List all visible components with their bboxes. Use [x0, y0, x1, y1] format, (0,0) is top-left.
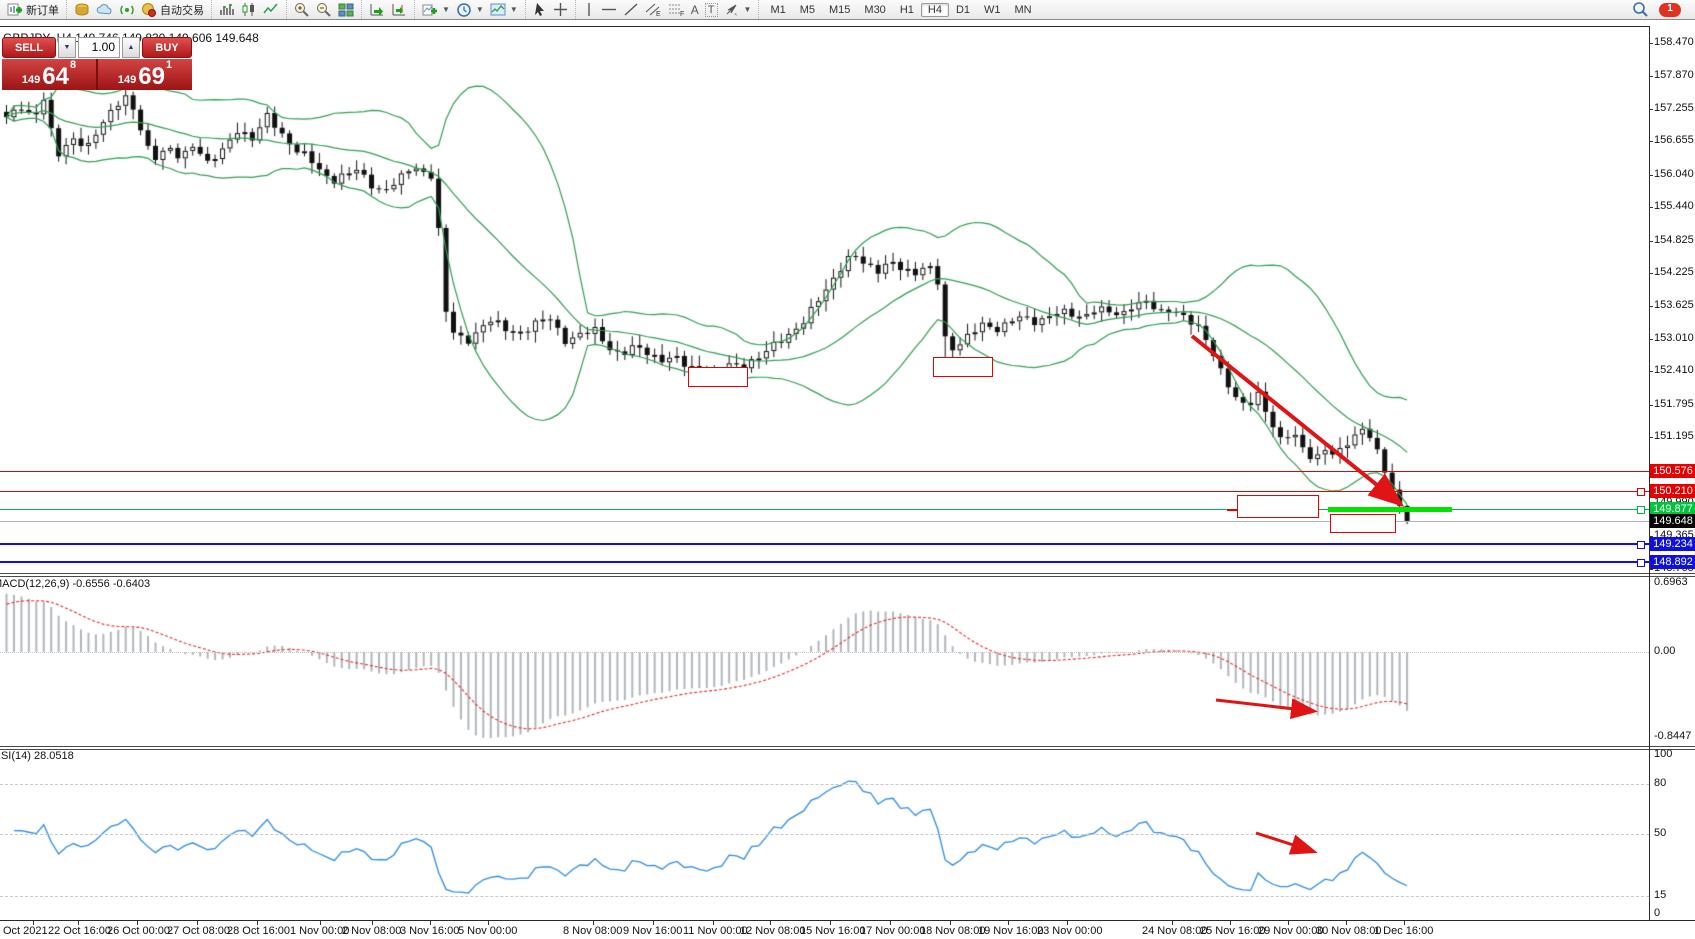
rsi-axis-tick: 15	[1654, 889, 1667, 901]
price-axis-tick: 151.795	[1649, 398, 1694, 410]
panel-separator[interactable]	[0, 573, 1695, 574]
time-axis-label: 25 Nov 16:00	[1200, 925, 1266, 937]
price-axis-line	[1649, 26, 1650, 920]
price-axis-tick: 151.195	[1649, 430, 1694, 442]
price-callout-149.591[interactable]	[1330, 514, 1396, 533]
price-axis-tick: 157.255	[1649, 102, 1694, 114]
sell-price-panel[interactable]: 149 64 8	[2, 59, 96, 90]
price-level-label: 149.648	[1650, 514, 1695, 528]
price-level-line-150.576[interactable]	[0, 471, 1649, 472]
price-axis-tick: 154.825	[1649, 234, 1694, 246]
price-axis-tick: 155.440	[1649, 200, 1694, 212]
time-axis-label: 11 Nov 00:00	[683, 925, 748, 937]
rsi-label: RSI(14) 28.0518	[0, 750, 74, 762]
price-level-line-148.892[interactable]	[0, 561, 1649, 563]
rsi-level-line	[0, 896, 1649, 897]
price-callout-152.330[interactable]	[688, 367, 748, 387]
time-axis-label: 29 Nov 00:00	[1258, 925, 1324, 937]
time-axis-label: 26 Oct 00:00	[107, 925, 170, 937]
line-handle[interactable]	[1637, 488, 1645, 496]
callout-leader	[1227, 509, 1237, 511]
price-level-line-149.877[interactable]	[0, 509, 1649, 510]
price-level-label: 149.877	[1650, 502, 1695, 516]
one-click-trading-widget: SELL ▼ 1.00 ▲ BUY 149 64 8 149 69 1	[2, 37, 192, 90]
buy-price-prefix: 149	[117, 74, 137, 86]
price-axis-tick: 157.870	[1649, 69, 1694, 81]
price-axis-tick: 156.040	[1649, 168, 1694, 180]
time-axis-label: 5 Nov 00:00	[458, 925, 518, 937]
time-axis-label: 1 Dec 16:00	[1374, 925, 1434, 937]
buy-button[interactable]: BUY	[142, 37, 192, 58]
time-axis-label: 22 Oct 16:00	[48, 925, 111, 937]
macd-axis-tick: 0.00	[1654, 645, 1676, 657]
panel-separator[interactable]	[0, 576, 1695, 577]
price-callout-149.877[interactable]	[1237, 495, 1319, 518]
price-axis-tick: 154.225	[1649, 266, 1694, 278]
time-axis-label: 9 Nov 16:00	[623, 925, 683, 937]
time-axis-label: 12 Nov 08:00	[740, 925, 806, 937]
time-axis-label: Oct 2021	[3, 925, 48, 937]
sell-price-prefix: 149	[21, 74, 41, 86]
price-level-line-149.234[interactable]	[0, 543, 1649, 545]
macd-zero-line	[0, 652, 1649, 653]
price-level-label: 148.892	[1650, 555, 1695, 569]
time-axis-label: 18 Nov 08:00	[920, 925, 986, 937]
volume-decrease-button[interactable]: ▼	[58, 37, 76, 58]
line-handle[interactable]	[1637, 506, 1645, 514]
rsi-axis-tick: 100	[1654, 748, 1673, 760]
price-level-line-149.648[interactable]	[0, 521, 1649, 522]
price-level-label: 150.210	[1650, 484, 1695, 498]
time-axis-label: 30 Nov 08:00	[1316, 925, 1382, 937]
panel-separator[interactable]	[0, 749, 1695, 750]
time-axis-label: 2 Nov 08:00	[342, 925, 402, 937]
rsi-axis-tick: 0	[1654, 907, 1661, 919]
line-handle[interactable]	[1637, 559, 1645, 567]
time-axis-label: 17 Nov 00:00	[860, 925, 926, 937]
time-axis-label: 1 Nov 00:00	[290, 925, 350, 937]
line-handle[interactable]	[1637, 541, 1645, 549]
time-axis[interactable]: Oct 2021 22 Oct 16:00 26 Oct 00:00 27 Oct 0…	[0, 920, 1695, 939]
time-axis-label: 19 Nov 16:00	[978, 925, 1044, 937]
price-axis-tick: 156.655	[1649, 134, 1694, 146]
panel-separator[interactable]	[0, 746, 1695, 747]
time-axis-label: 15 Nov 16:00	[800, 925, 866, 937]
rsi-axis-tick: 50	[1654, 827, 1667, 839]
rsi-level-line	[0, 784, 1649, 785]
time-axis-label: 24 Nov 08:00	[1142, 925, 1208, 937]
macd-axis-tick: 0.6963	[1654, 576, 1688, 588]
price-axis-tick: 153.625	[1649, 299, 1694, 311]
price-axis-tick: 158.470	[1649, 36, 1694, 48]
price-level-label: 149.234	[1650, 537, 1695, 551]
rsi-level-line	[0, 834, 1649, 835]
time-axis-label: 28 Oct 16:00	[227, 925, 290, 937]
sell-price-pip: 8	[69, 59, 77, 71]
time-axis-label: 8 Nov 08:00	[563, 925, 623, 937]
macd-axis-tick: -0.8447	[1654, 730, 1692, 742]
price-level-label: 150.576	[1650, 464, 1695, 478]
volume-increase-button[interactable]: ▲	[122, 37, 140, 58]
macd-label: MACD(12,26,9) -0.6556 -0.6403	[0, 578, 151, 590]
time-axis-label: 23 Nov 00:00	[1037, 925, 1103, 937]
volume-input[interactable]: 1.00	[78, 37, 120, 58]
time-axis-label: 3 Nov 16:00	[400, 925, 460, 937]
buy-price-panel[interactable]: 149 69 1	[98, 59, 192, 90]
rsi-axis-tick: 80	[1654, 777, 1667, 789]
time-axis-label: 27 Oct 08:00	[167, 925, 230, 937]
price-callout-152.508[interactable]	[933, 357, 993, 377]
sell-button[interactable]: SELL	[2, 37, 56, 58]
price-divider	[96, 59, 98, 90]
buy-price-pip: 1	[165, 59, 173, 71]
buy-price-big: 69	[138, 63, 165, 90]
price-axis-tick: 153.010	[1649, 332, 1694, 344]
price-level-line-150.210[interactable]	[0, 491, 1649, 492]
sell-price-big: 64	[42, 63, 69, 90]
support-line[interactable]	[1328, 507, 1452, 512]
price-axis-tick: 152.410	[1649, 364, 1694, 376]
